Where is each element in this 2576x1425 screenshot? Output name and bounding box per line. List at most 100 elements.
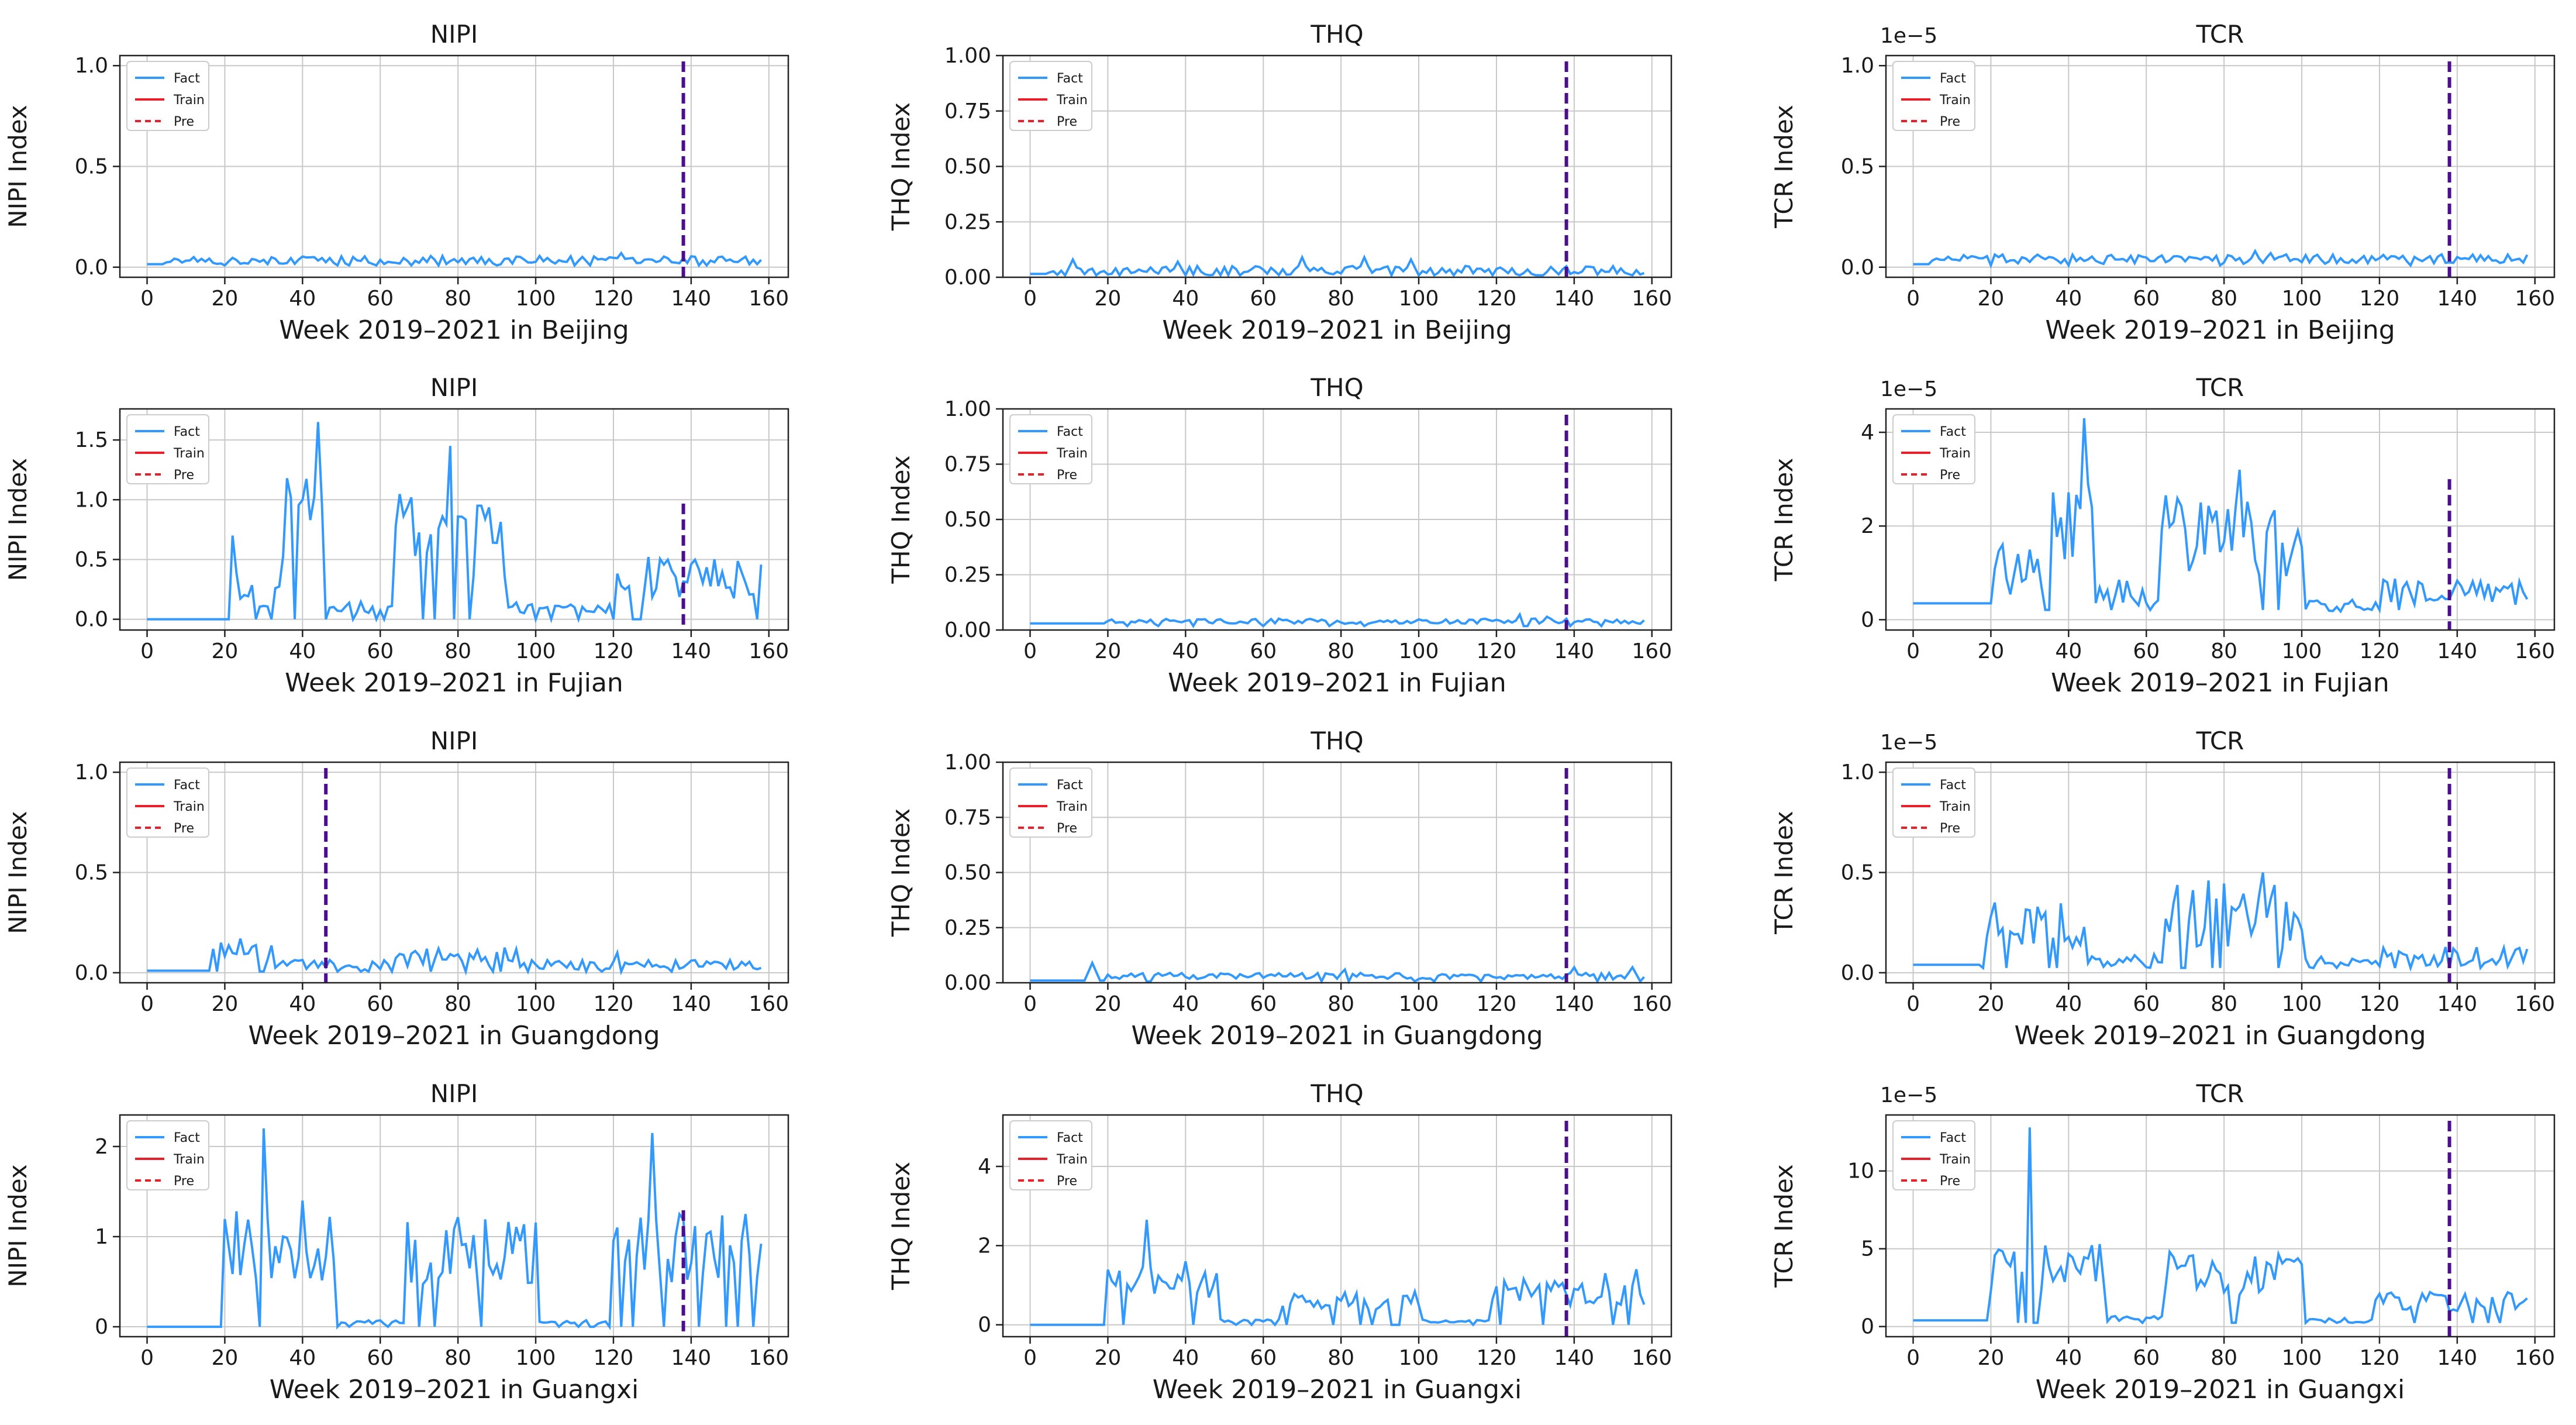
x-tick-label: 100 — [1399, 639, 1439, 663]
x-tick-label: 160 — [1632, 287, 1672, 311]
legend-label-fact: Fact — [1057, 425, 1083, 439]
y-tick-label: 1.0 — [75, 54, 108, 78]
y-tick-label: 1.0 — [75, 760, 108, 784]
x-tick-label: 60 — [2133, 992, 2160, 1016]
y-tick-label: 0.0 — [1841, 256, 1874, 280]
y-axis-label: NIPI Index — [4, 105, 32, 228]
x-tick-label: 60 — [1250, 639, 1277, 663]
legend-label-pre: Pre — [1057, 821, 1077, 836]
legend-label-fact: Fact — [1940, 425, 1966, 439]
x-tick-label: 60 — [367, 639, 394, 663]
legend-label-fact: Fact — [1057, 778, 1083, 793]
fact-series-line — [147, 251, 762, 268]
y-tick-label: 0.50 — [944, 508, 991, 532]
x-tick-label: 160 — [749, 639, 789, 663]
y-tick-label: 0.50 — [944, 155, 991, 179]
x-tick-label: 100 — [2282, 992, 2322, 1016]
x-tick-label: 80 — [444, 639, 471, 663]
x-tick-label: 20 — [1978, 992, 2005, 1016]
legend-label-fact: Fact — [1057, 1131, 1083, 1145]
chart-title: THQ — [1310, 20, 1363, 49]
y-tick-label: 1.00 — [944, 44, 991, 68]
x-tick-label: 120 — [2360, 287, 2400, 311]
x-tick-label: 140 — [1554, 1346, 1595, 1370]
x-tick-label: 140 — [1554, 992, 1595, 1016]
y-tick-label: 0.50 — [944, 861, 991, 885]
y-axis-label: THQ Index — [887, 455, 915, 584]
x-tick-label: 20 — [212, 287, 239, 311]
y-tick-label: 1 — [95, 1225, 108, 1249]
x-tick-label: 100 — [1399, 287, 1439, 311]
x-tick-label: 100 — [2282, 639, 2322, 663]
y-tick-label: 1.0 — [1841, 54, 1874, 78]
legend-label-train: Train — [173, 800, 205, 814]
y-tick-label: 0.5 — [1841, 861, 1874, 885]
x-axis-label: Week 2019–2021 in Guangxi — [1153, 1375, 1522, 1405]
chart-nipi-fujian: 0 20 40 60 80 100 120 140 160 0.0 0.5 1.0 1.5 NIPI Wee… — [4, 373, 789, 698]
legend-label-train: Train — [1939, 800, 1971, 814]
x-axis-label: Week 2019–2021 in Guangxi — [270, 1375, 639, 1405]
x-tick-label: 120 — [594, 1346, 634, 1370]
x-axis-label: Week 2019–2021 in Guangdong — [2015, 1021, 2426, 1051]
axes-frame — [1885, 1114, 2556, 1338]
x-axis-label: Week 2019–2021 in Beijing — [2045, 315, 2395, 345]
y-tick-label: 0.0 — [1841, 961, 1874, 985]
chart-title: NIPI — [430, 1079, 478, 1108]
legend-label-pre: Pre — [1940, 821, 1960, 836]
y-axis-label: NIPI Index — [4, 1164, 32, 1288]
x-tick-label: 80 — [444, 992, 471, 1016]
legend-label-pre: Pre — [174, 821, 194, 836]
y-axis-label: TCR Index — [1770, 458, 1798, 582]
chart-thq-guangxi: 0 20 40 60 80 100 120 140 160 0 2 4 THQ Week 2019–202… — [887, 1079, 1672, 1405]
chart-title: NIPI — [430, 373, 478, 402]
axis-offset-label: 1e−5 — [1880, 731, 1937, 755]
x-tick-label: 100 — [516, 287, 556, 311]
legend-label-fact: Fact — [174, 71, 200, 86]
axes-frame — [1885, 408, 2556, 631]
x-tick-label: 120 — [1477, 1346, 1517, 1370]
x-tick-label: 140 — [2437, 639, 2478, 663]
x-tick-label: 0 — [140, 992, 154, 1016]
x-tick-label: 20 — [1978, 287, 2005, 311]
y-tick-label: 2 — [978, 1234, 991, 1258]
chart-tcr-guangxi: 0 20 40 60 80 100 120 140 160 0 5 10 TCR Week 2019–20… — [1770, 1079, 2556, 1405]
chart-title: THQ — [1310, 1079, 1363, 1108]
y-axis-label: THQ Index — [887, 1162, 915, 1290]
chart-nipi-guangxi: 0 20 40 60 80 100 120 140 160 0 1 2 NIPI Week 2019–20… — [4, 1079, 789, 1405]
x-tick-label: 20 — [212, 639, 239, 663]
y-tick-label: 0.75 — [944, 99, 991, 123]
x-tick-label: 20 — [1978, 1346, 2005, 1370]
x-tick-label: 120 — [594, 639, 634, 663]
x-tick-label: 120 — [1477, 992, 1517, 1016]
x-axis-label: Week 2019–2021 in Guangdong — [249, 1021, 660, 1051]
legend-label-fact: Fact — [174, 1131, 200, 1145]
axis-offset-label: 1e−5 — [1880, 24, 1937, 48]
y-axis-label: THQ Index — [887, 808, 915, 937]
legend-label-train: Train — [173, 1152, 205, 1167]
x-tick-label: 40 — [1172, 287, 1199, 311]
y-tick-label: 0.5 — [75, 861, 108, 885]
x-tick-label: 120 — [2360, 1346, 2400, 1370]
legend-label-pre: Pre — [174, 115, 194, 129]
y-tick-label: 0 — [1861, 1315, 1874, 1339]
legend-label-pre: Pre — [174, 1174, 194, 1189]
x-tick-label: 80 — [444, 1346, 471, 1370]
x-tick-label: 60 — [2133, 1346, 2160, 1370]
fact-series-line — [1030, 611, 1645, 628]
y-tick-label: 4 — [1861, 421, 1874, 445]
x-tick-label: 100 — [516, 992, 556, 1016]
y-tick-label: 2 — [1861, 514, 1874, 538]
y-tick-label: 1.5 — [75, 428, 108, 452]
x-axis-label: Week 2019–2021 in Fujian — [1168, 668, 1506, 698]
x-tick-label: 160 — [2515, 1346, 2555, 1370]
y-tick-label: 0.75 — [944, 806, 991, 829]
x-axis-label: Week 2019–2021 in Guangdong — [1132, 1021, 1543, 1051]
chart-title: NIPI — [430, 20, 478, 49]
legend-label-train: Train — [1939, 446, 1971, 461]
chart-title: THQ — [1310, 373, 1363, 402]
axis-offset-label: 1e−5 — [1880, 377, 1937, 401]
x-tick-label: 160 — [1632, 992, 1672, 1016]
chart-tcr-beijing: 0 20 40 60 80 100 120 140 160 0.0 0.5 1.0 TCR Week 20… — [1770, 20, 2556, 345]
fact-series-line — [1913, 1127, 2528, 1326]
x-tick-label: 80 — [1327, 992, 1354, 1016]
